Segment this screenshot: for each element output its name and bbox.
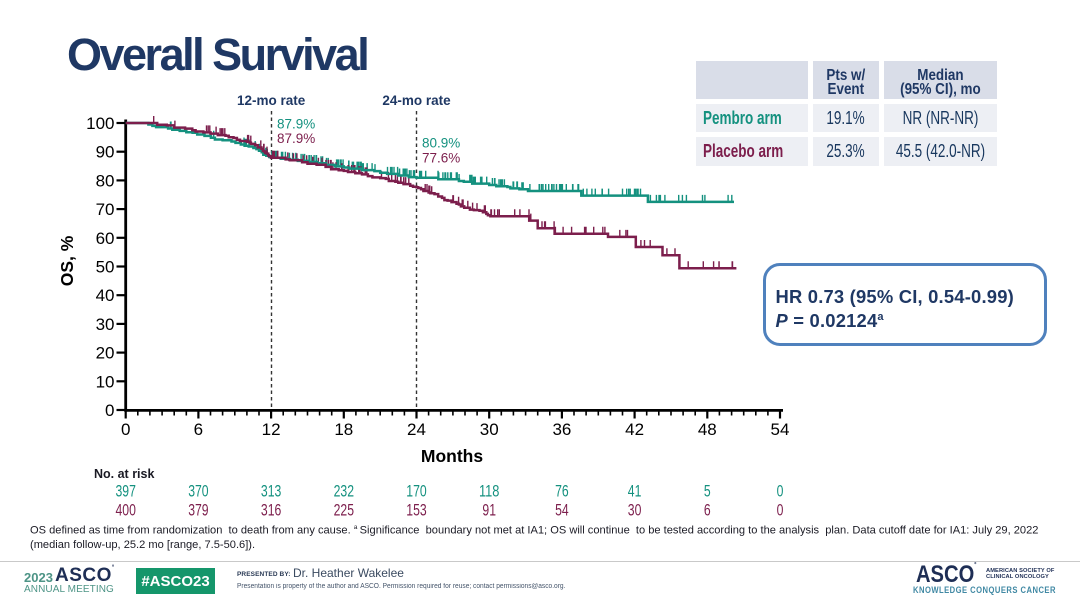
- svg-text:30: 30: [96, 315, 115, 334]
- svg-text:400: 400: [116, 501, 136, 520]
- svg-text:20: 20: [96, 344, 115, 363]
- svg-text:48: 48: [698, 420, 717, 439]
- svg-text:0: 0: [777, 501, 784, 520]
- svg-text:313: 313: [261, 482, 281, 501]
- svg-text:10: 10: [96, 372, 115, 391]
- svg-text:6: 6: [704, 501, 711, 520]
- svg-text:153: 153: [406, 501, 426, 520]
- svg-text:No. at risk: No. at risk: [94, 467, 154, 481]
- svg-text:30: 30: [628, 501, 642, 520]
- svg-text:0: 0: [777, 482, 784, 501]
- svg-text:370: 370: [188, 482, 208, 501]
- svg-text:50: 50: [96, 258, 115, 277]
- svg-text:12-mo rate: 12-mo rate: [237, 93, 306, 108]
- svg-text:24: 24: [407, 420, 426, 439]
- svg-text:170: 170: [406, 482, 426, 501]
- svg-text:6: 6: [194, 420, 203, 439]
- svg-text:5: 5: [704, 482, 711, 501]
- svg-text:379: 379: [188, 501, 208, 520]
- svg-text:70: 70: [96, 200, 115, 219]
- svg-text:40: 40: [96, 286, 115, 305]
- svg-text:91: 91: [482, 501, 496, 520]
- svg-text:100: 100: [86, 114, 114, 133]
- svg-text:18: 18: [334, 420, 353, 439]
- svg-text:80: 80: [96, 171, 115, 190]
- svg-text:87.9%: 87.9%: [277, 117, 315, 132]
- svg-text:316: 316: [261, 501, 281, 520]
- svg-text:397: 397: [116, 482, 136, 501]
- svg-text:24-mo rate: 24-mo rate: [382, 93, 451, 108]
- svg-text:54: 54: [555, 501, 569, 520]
- svg-text:118: 118: [479, 482, 499, 501]
- svg-text:30: 30: [480, 420, 499, 439]
- svg-text:80.9%: 80.9%: [422, 136, 460, 151]
- svg-text:87.9%: 87.9%: [277, 131, 315, 146]
- svg-text:0: 0: [105, 401, 114, 420]
- svg-text:76: 76: [555, 482, 569, 501]
- svg-text:225: 225: [334, 501, 354, 520]
- svg-text:90: 90: [96, 143, 115, 162]
- svg-text:OS, %: OS, %: [57, 235, 77, 286]
- svg-text:12: 12: [262, 420, 281, 439]
- svg-text:60: 60: [96, 229, 115, 248]
- svg-text:36: 36: [552, 420, 571, 439]
- svg-text:232: 232: [334, 482, 354, 501]
- svg-text:54: 54: [771, 420, 790, 439]
- svg-text:Months: Months: [421, 446, 483, 466]
- svg-text:41: 41: [628, 482, 642, 501]
- svg-text:0: 0: [121, 420, 130, 439]
- svg-text:42: 42: [625, 420, 644, 439]
- svg-text:77.6%: 77.6%: [422, 151, 460, 166]
